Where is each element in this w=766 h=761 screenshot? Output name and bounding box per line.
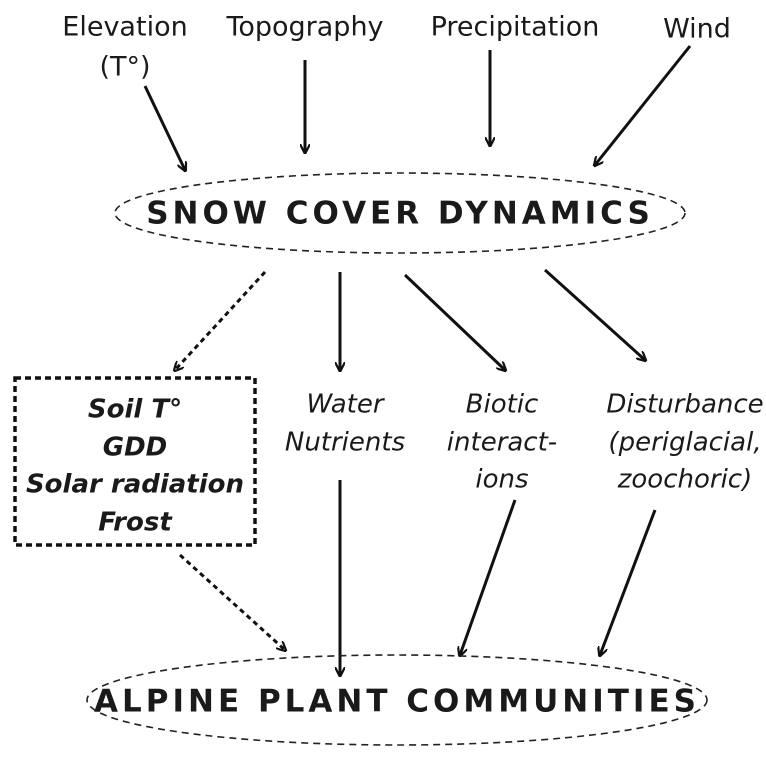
factor-label: (periglacial, xyxy=(608,428,761,458)
factor-label: Disturbance xyxy=(606,390,763,420)
factor-label: Biotic xyxy=(466,390,539,420)
driver-label: Elevation xyxy=(62,12,187,43)
factor-label: interact- xyxy=(447,428,557,458)
factor-label: Nutrients xyxy=(285,428,405,458)
hub-label: SNOW COVER DYNAMICS xyxy=(146,196,654,232)
arrow xyxy=(543,268,645,360)
outcome-ellipse xyxy=(86,654,708,746)
factor-label: Water xyxy=(306,390,385,420)
arrow xyxy=(403,273,505,370)
outcome-label: ALPINE PLANT COMMUNITIES xyxy=(94,684,700,720)
microclimate-label: Soil T° xyxy=(88,395,182,425)
microclimate-label: Frost xyxy=(98,508,173,538)
microclimate-label: GDD xyxy=(103,433,168,463)
arrow xyxy=(175,270,267,370)
driver-label: Precipitation xyxy=(431,12,600,43)
driver-label: (T°) xyxy=(99,52,150,83)
arrow xyxy=(143,85,185,170)
microclimate-label: Solar radiation xyxy=(26,470,244,500)
driver-label: Wind xyxy=(663,14,731,45)
arrow xyxy=(600,509,657,655)
factor-label: zoochoric) xyxy=(617,465,753,495)
arrow xyxy=(460,499,517,655)
factor-label: ions xyxy=(475,465,528,495)
microclimate-box xyxy=(13,376,257,547)
driver-label: Topography xyxy=(225,12,383,43)
arrow xyxy=(178,553,285,650)
hub-ellipse xyxy=(114,172,686,254)
arrow xyxy=(595,45,692,165)
